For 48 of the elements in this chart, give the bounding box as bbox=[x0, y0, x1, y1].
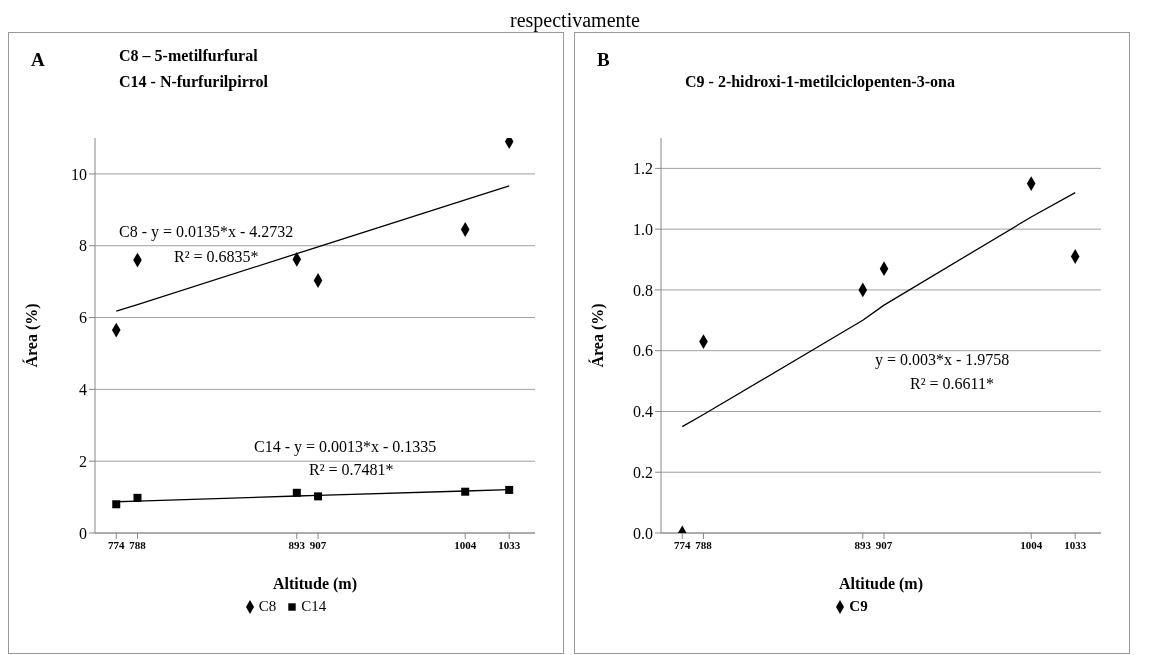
y-tick-label: 1.0 bbox=[633, 220, 653, 238]
y-tick-label: 2 bbox=[79, 452, 87, 470]
x-tick-label: 893 bbox=[854, 538, 872, 551]
annotation: R² = 0.6835* bbox=[174, 248, 259, 266]
y-tick-label: 0.4 bbox=[633, 403, 653, 421]
y-axis-title: Área (%) bbox=[21, 303, 41, 368]
x-tick-label: 788 bbox=[129, 538, 147, 551]
line-series bbox=[115, 185, 510, 312]
line-series bbox=[681, 192, 1076, 428]
x-tick-label: 1033 bbox=[498, 538, 521, 551]
text: B bbox=[597, 49, 610, 71]
x-tick-label: 774 bbox=[673, 538, 691, 551]
y-tick-label: 0.0 bbox=[633, 524, 653, 542]
annotation: R² = 0.6611* bbox=[910, 375, 994, 393]
x-tick-label: 1033 bbox=[1064, 538, 1087, 551]
y-tick-label: 0 bbox=[79, 524, 87, 542]
x-tick-label: 788 bbox=[695, 538, 713, 551]
x-tick-label: 907 bbox=[875, 538, 893, 551]
y-tick-label: 8 bbox=[79, 237, 87, 255]
y-tick-label: 10 bbox=[71, 165, 87, 183]
x-axis-title: Altitude (m) bbox=[839, 575, 923, 593]
legend-label: C14 bbox=[300, 598, 327, 615]
annotation: R² = 0.7481* bbox=[309, 461, 394, 479]
y-tick-label: 1.2 bbox=[633, 160, 653, 178]
y-tick-label: 6 bbox=[79, 309, 87, 327]
x-tick-label: 1004 bbox=[454, 538, 477, 551]
x-tick-label: 1004 bbox=[1020, 538, 1043, 551]
x-tick-label: 774 bbox=[107, 538, 125, 551]
y-tick-label: 0.2 bbox=[633, 463, 653, 481]
text: respectivamente bbox=[510, 9, 640, 32]
y-axis-title: Área (%) bbox=[587, 303, 607, 368]
legend-label: C8 bbox=[257, 598, 277, 615]
y-tick-label: 0.8 bbox=[633, 281, 653, 299]
x-axis-title: Altitude (m) bbox=[273, 575, 357, 593]
chart-subtitle: C14 - N-furfurilpirrol bbox=[119, 72, 269, 93]
legend-label: C9 bbox=[848, 598, 868, 615]
annotation: C8 - y = 0.0135*x - 4.2732 bbox=[119, 223, 294, 241]
annotation: y = 0.003*x - 1.9758 bbox=[875, 351, 1010, 369]
x-tick-label: 907 bbox=[309, 538, 327, 551]
chart-title: C8 – 5-metilfurfural bbox=[119, 46, 259, 66]
annotation: C14 - y = 0.0013*x - 0.1335 bbox=[254, 438, 437, 456]
x-tick-label: 893 bbox=[288, 538, 306, 551]
chart-title: C9 - 2-hidroxi-1-metilciclopenten-3-ona bbox=[685, 72, 955, 93]
y-tick-label: 4 bbox=[79, 381, 87, 399]
point bbox=[505, 485, 514, 494]
point bbox=[112, 500, 121, 509]
y-tick-label: 0.6 bbox=[633, 342, 653, 360]
text: A bbox=[31, 49, 45, 71]
